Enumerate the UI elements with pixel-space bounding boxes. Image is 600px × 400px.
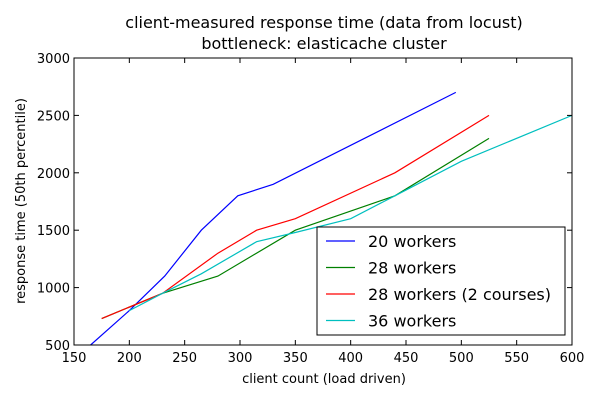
y-tick-label: 500 — [45, 339, 70, 354]
chart-title: client-measured response time (data from… — [125, 13, 522, 32]
y-tick-label: 1500 — [37, 224, 70, 239]
series-line-4 — [129, 114, 572, 312]
y-tick-label: 2500 — [37, 109, 70, 124]
legend-items: 20 workers 28 workers 28 workers (2 course… — [326, 232, 551, 331]
x-axis-label: client count (load driven) — [242, 372, 406, 387]
x-tick-label: 300 — [228, 351, 253, 366]
legend-box — [316, 226, 566, 336]
y-tick-label: 3000 — [37, 52, 70, 67]
legend-label-3: 28 workers (2 courses) — [368, 285, 551, 304]
y-tick-label: 2000 — [37, 167, 70, 182]
legend-label-4: 36 workers — [368, 312, 456, 331]
legend-label-1: 20 workers — [368, 232, 456, 251]
x-tick-label: 550 — [504, 351, 529, 366]
chart-subtitle: bottleneck: elasticache cluster — [201, 34, 447, 53]
plot-frame — [73, 57, 573, 346]
x-tick-label: 350 — [283, 351, 308, 366]
series-layer — [90, 91, 572, 345]
legend-label-2: 28 workers — [368, 259, 456, 278]
y-tick-label: 1000 — [37, 282, 70, 297]
x-tick-label: 250 — [172, 351, 197, 366]
x-tick-label: 400 — [338, 351, 363, 366]
x-tick-label: 500 — [449, 351, 474, 366]
ticks-layer: 150 200 250 300 350 400 450 500 550 600 500 1000 150… — [37, 52, 585, 366]
legend: 20 workers 28 workers 28 workers (2 course… — [316, 226, 566, 336]
x-tick-label: 450 — [394, 351, 419, 366]
x-tick-label: 150 — [62, 351, 87, 366]
y-axis-label: response time (50th percentile) — [14, 98, 29, 304]
x-tick-label: 200 — [117, 351, 142, 366]
x-tick-label: 600 — [560, 351, 585, 366]
